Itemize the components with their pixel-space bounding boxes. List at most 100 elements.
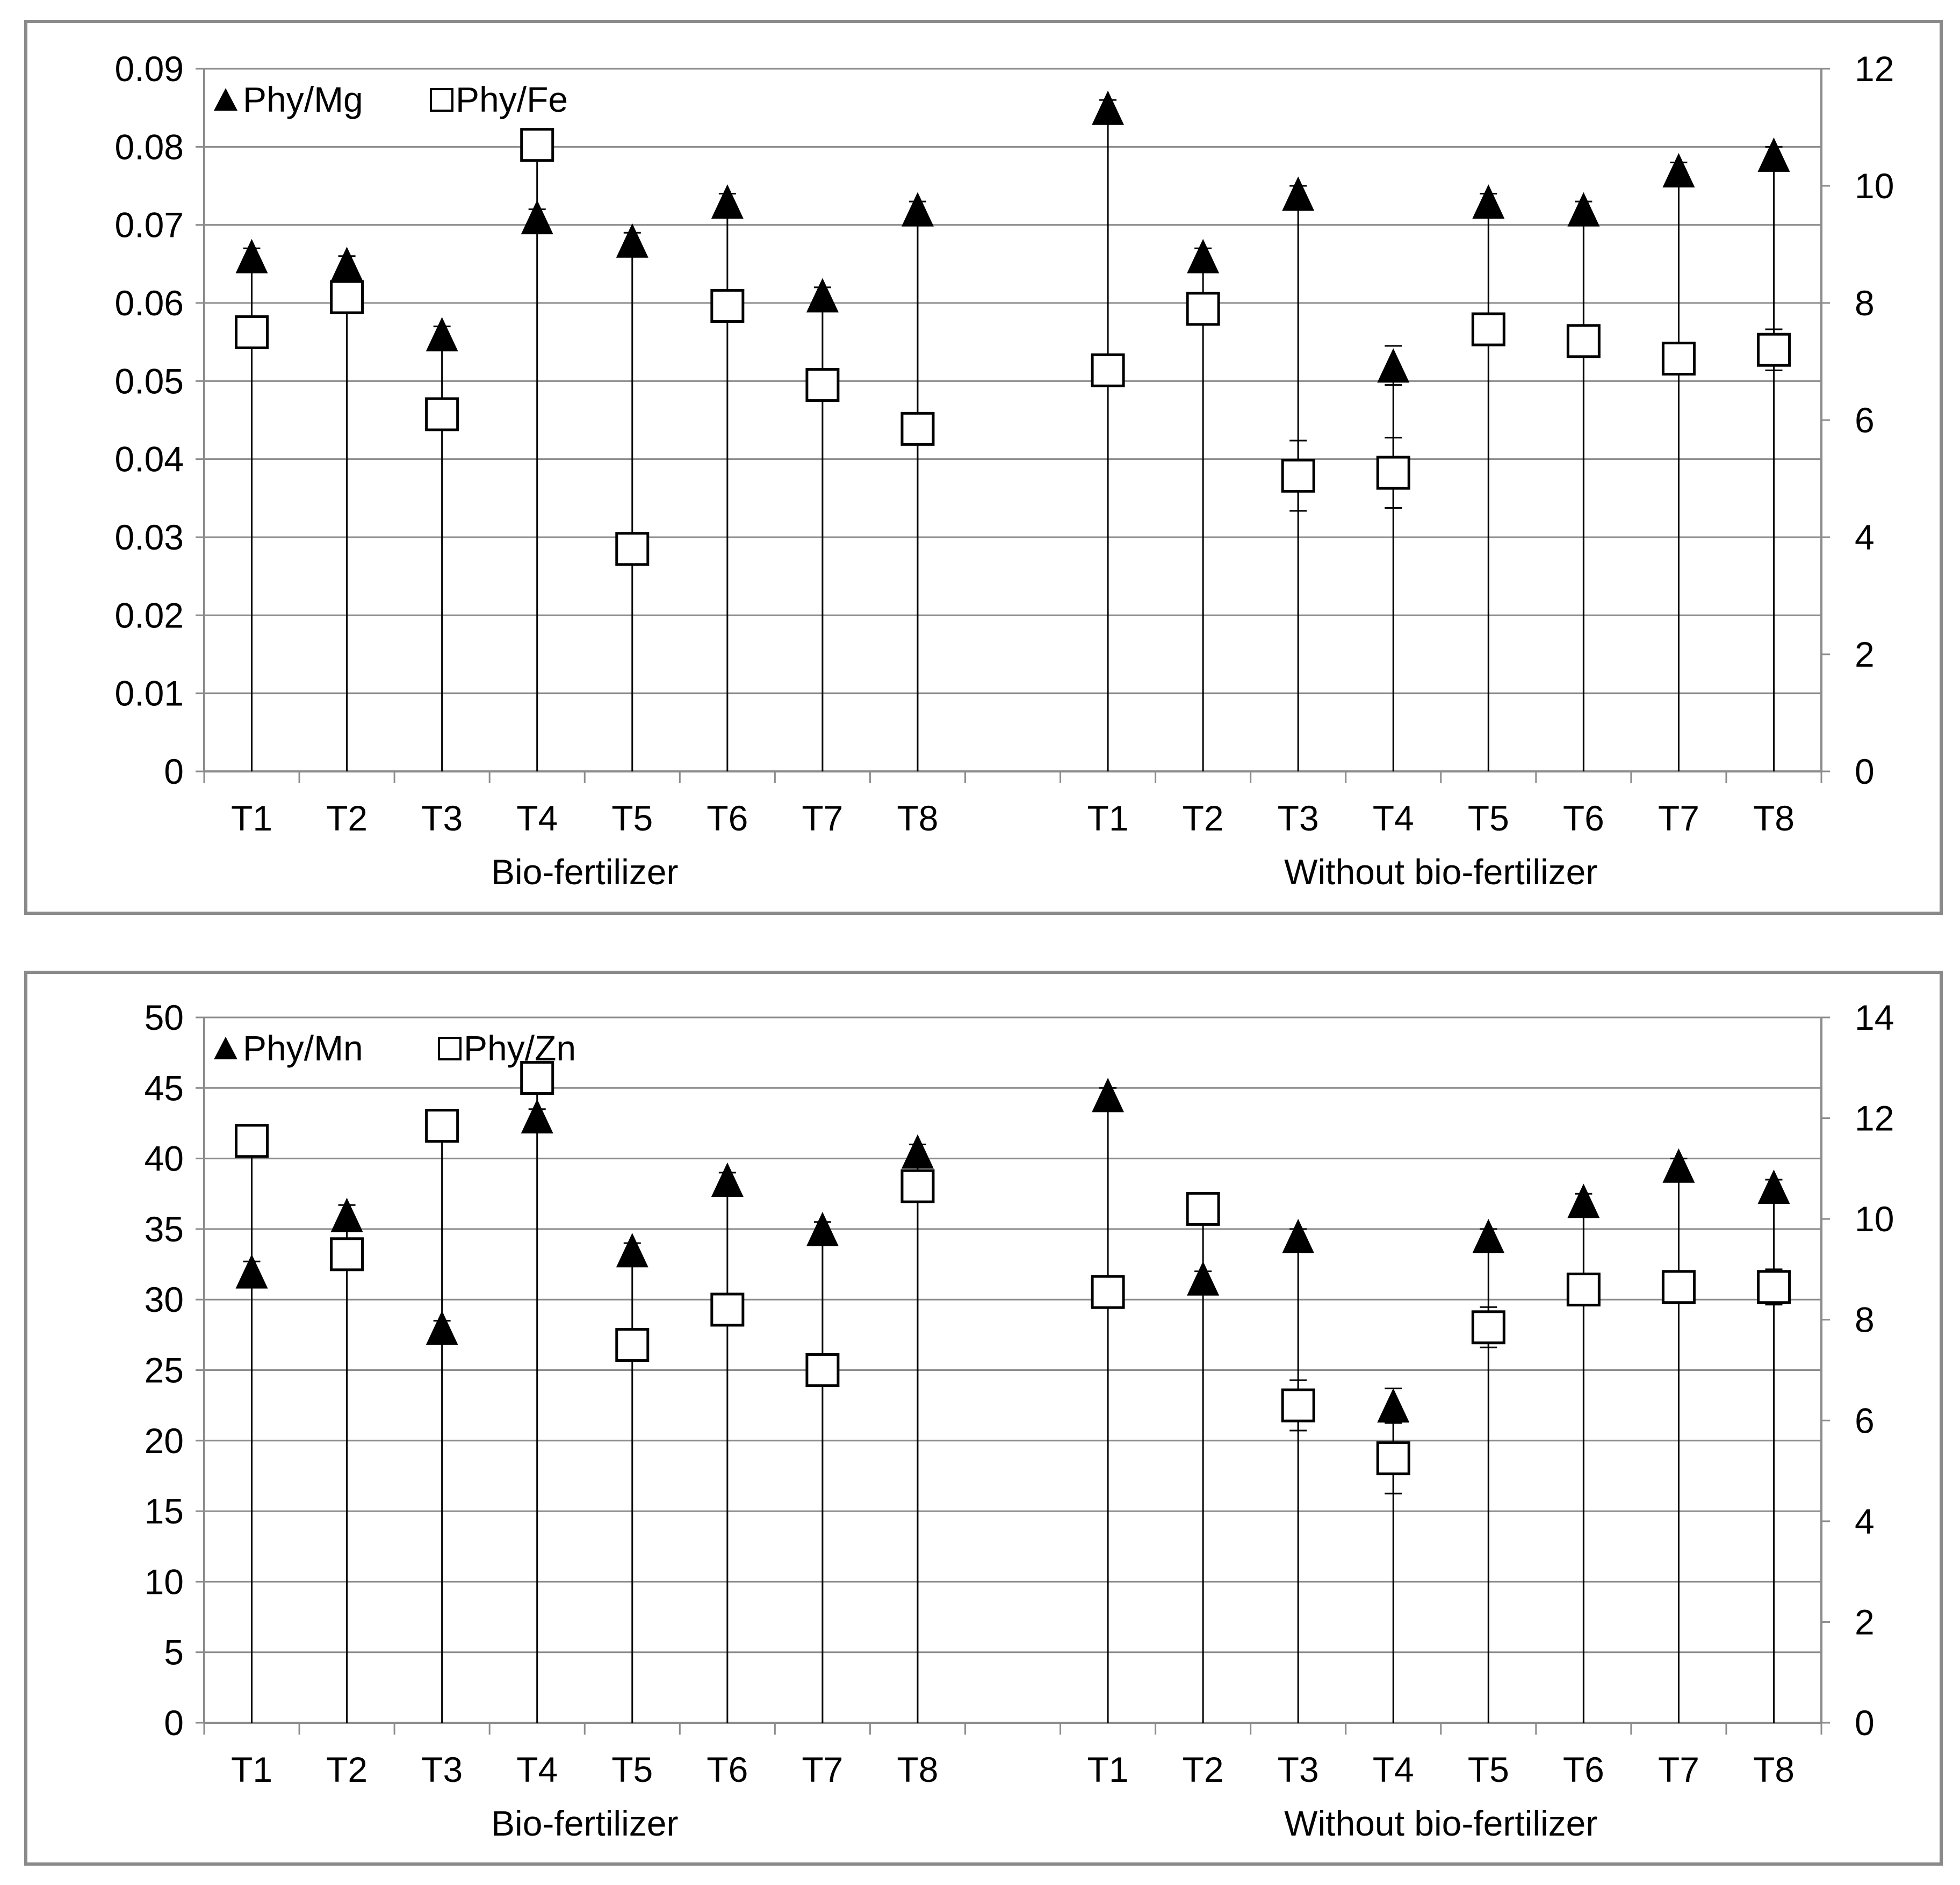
x-tick-label: T8 [897,1750,938,1789]
y-right-tick-label: 8 [1855,283,1875,323]
square-marker [235,315,269,349]
x-tick-label: T7 [1658,1750,1699,1789]
x-tick-label: T6 [707,798,748,838]
triangle-marker [1282,176,1315,211]
x-tick-label: T1 [231,798,272,838]
triangle-marker [235,1254,268,1289]
panel-frame [24,971,1943,1866]
square-marker [1281,1388,1315,1422]
y-right-tick-label: 12 [1855,1099,1894,1138]
square-marker [1091,1275,1125,1309]
triangle-marker [426,317,458,352]
triangle-marker [1187,1261,1220,1296]
triangle-marker [1757,1169,1790,1204]
square-marker [1661,1270,1696,1304]
y-left-tick-label: 0.08 [115,127,184,167]
group-label: Without bio-fertilizer [1284,852,1597,892]
square-marker [1756,333,1791,367]
x-tick-label: T4 [1373,1750,1414,1789]
x-tick-label: T4 [516,798,558,838]
square-marker [235,1124,269,1158]
y-right-tick-label: 4 [1855,517,1875,557]
x-tick-label: T5 [611,1750,653,1789]
y-left-tick-label: 0.07 [115,205,184,245]
triangle-marker [426,1310,458,1345]
x-tick-label: T7 [802,798,843,838]
y-left-tick-label: 0.05 [115,361,184,401]
triangle-marker [1662,153,1695,187]
y-right-tick-label: 6 [1855,1400,1875,1440]
square-marker [710,1292,745,1327]
square-marker [1756,1270,1791,1304]
y-left-tick-label: 5 [164,1633,184,1672]
square-marker [425,397,459,431]
triangle-marker [806,278,839,313]
y-right-tick-label: 0 [1855,752,1875,791]
x-tick-label: T5 [611,798,653,838]
triangle-marker [521,1099,553,1133]
triangle-marker [711,1162,744,1197]
x-tick-label: T6 [707,1750,748,1789]
y-left-tick-label: 0 [164,1703,184,1743]
y-left-tick-label: 30 [145,1280,184,1319]
triangle-marker [330,247,363,281]
x-tick-label: T5 [1468,798,1509,838]
triangle-marker [901,192,934,227]
square-marker [330,1237,364,1272]
x-tick-label: T6 [1563,798,1604,838]
x-tick-label: T8 [897,798,938,838]
square-marker [615,532,650,566]
legend-square-marker [438,1037,462,1060]
x-tick-label: T2 [1183,798,1224,838]
square-marker [1091,353,1125,387]
y-right-tick-label: 2 [1855,1602,1875,1642]
square-marker [1281,459,1315,493]
square-marker [615,1328,650,1362]
y-left-tick-label: 0.06 [115,283,184,323]
square-marker [1471,1310,1505,1345]
x-tick-label: T3 [1278,1750,1319,1789]
triangle-marker [1282,1219,1315,1254]
panel-frame [24,20,1943,915]
triangle-marker [521,200,553,235]
triangle-marker [1377,348,1410,383]
x-tick-label: T5 [1468,1750,1509,1789]
legend-triangle-marker [214,1037,237,1059]
y-right-tick-label: 2 [1855,634,1875,674]
triangle-marker [616,1233,648,1268]
square-marker [900,1169,935,1203]
y-right-tick-label: 10 [1855,1199,1894,1239]
legend-label: Phy/Mg [243,80,363,119]
y-right-tick-label: 8 [1855,1300,1875,1340]
square-marker [1186,1191,1220,1226]
y-left-tick-label: 10 [145,1562,184,1601]
triangle-marker [806,1211,839,1246]
y-left-tick-label: 0.09 [115,49,184,89]
y-left-tick-label: 0.03 [115,517,184,557]
y-left-tick-label: 0 [164,752,184,791]
square-marker [1376,456,1410,490]
square-marker [805,1353,840,1387]
x-tick-label: T6 [1563,1750,1604,1789]
y-left-tick-label: 0.01 [115,674,184,713]
x-tick-label: T8 [1753,1750,1795,1789]
group-label: Bio-fertilizer [491,1803,678,1843]
x-tick-label: T2 [1183,1750,1224,1789]
y-left-tick-label: 0.02 [115,595,184,635]
y-left-tick-label: 25 [145,1350,184,1390]
x-tick-label: T2 [326,1750,367,1789]
square-marker [1566,324,1601,358]
triangle-marker [1472,1219,1505,1254]
y-right-tick-label: 10 [1855,166,1894,206]
x-tick-label: T1 [231,1750,272,1789]
x-tick-label: T1 [1087,1750,1129,1789]
square-marker [1376,1441,1410,1476]
chart-panel-bottom: 0 5 10 15 20 25 30 35 40 45 50 0 2 4 6 8 10 12 14 T1 T2 T3 T4 T… [24,971,1943,1866]
y-right-tick-label: 0 [1855,1703,1875,1743]
square-marker [520,128,554,162]
triangle-marker [1377,1388,1410,1423]
triangle-marker [1567,1183,1600,1218]
triangle-marker [330,1197,363,1232]
y-right-tick-label: 14 [1855,998,1894,1037]
y-left-tick-label: 15 [145,1491,184,1531]
